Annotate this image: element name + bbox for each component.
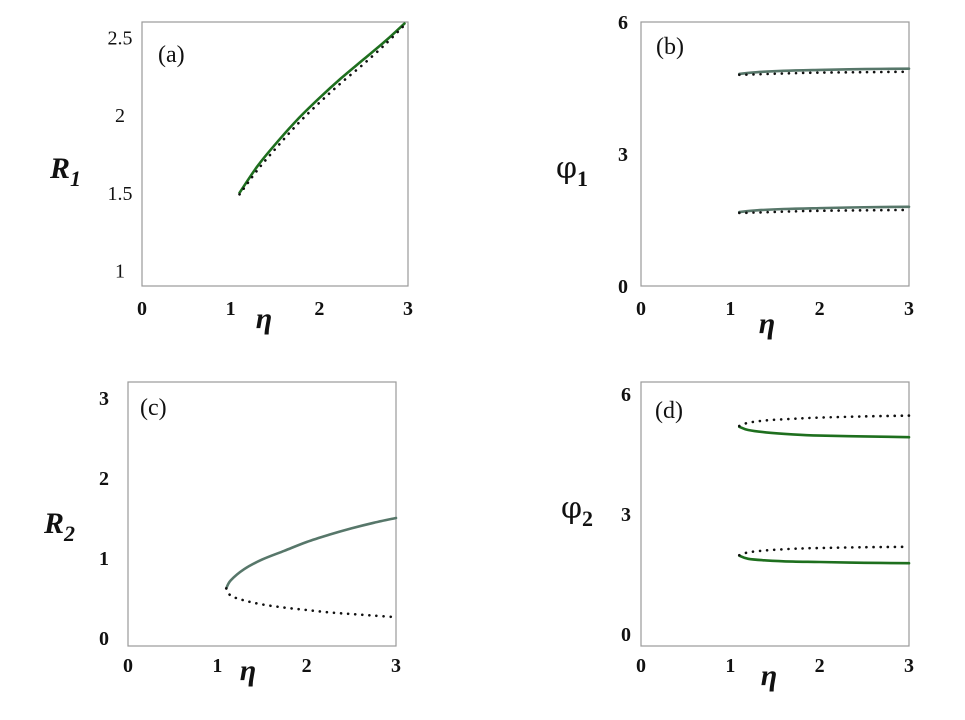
x-tick-label: 0 (137, 298, 147, 320)
x-tick-label: 0 (123, 655, 133, 677)
x-tick-label: 2 (302, 655, 312, 677)
y-tick-label: 1 (115, 260, 125, 282)
y-tick-label: 0 (618, 276, 628, 298)
panel-a: 0 1 2 311.522.5(a)ηR1 (49, 21, 413, 335)
x-tick-label: 2 (815, 655, 825, 677)
x-tick-label: 3 (391, 655, 401, 677)
y-tick-label: 3 (621, 504, 631, 526)
y-tick-label: 3 (99, 388, 109, 410)
y-axis-label: φ2 (561, 491, 593, 531)
y-tick-label: 1 (99, 548, 109, 570)
unstable-branch-line-3 (737, 545, 911, 557)
plot-frame (141, 21, 409, 287)
stable-branch-line-0 (737, 67, 911, 76)
stable-branch-line-0 (224, 516, 398, 590)
stable-branch-line-0 (737, 425, 911, 439)
stable-branch-line-2 (737, 205, 911, 214)
x-tick-label: 3 (403, 298, 413, 320)
x-tick-label: 0 (636, 655, 646, 677)
x-axis-label: η (240, 654, 256, 687)
x-tick-label: 3 (904, 298, 914, 320)
y-axis-label: R2 (43, 507, 75, 546)
y-axis-label: R1 (49, 152, 81, 191)
x-tick-label: 1 (226, 298, 236, 320)
x-axis-label: η (256, 302, 272, 335)
y-tick-label: 6 (621, 384, 631, 406)
x-tick-label: 2 (815, 298, 825, 320)
plot-frame (127, 381, 397, 647)
x-tick-label: 1 (212, 655, 222, 677)
panel-c: 0 1 2 3 0 1 2 3 (c) η R2 (43, 381, 401, 687)
x-tick-label: 1 (725, 655, 735, 677)
y-tick-label: 0 (99, 628, 109, 650)
panel-label: (b) (656, 34, 684, 60)
plot-frame (640, 21, 910, 287)
unstable-branch-line-1 (737, 414, 911, 428)
x-axis-label: η (759, 307, 775, 340)
y-axis-label: φ1 (556, 151, 588, 191)
y-tick-label: 0 (621, 624, 631, 646)
y-tick-label: 2.5 (108, 28, 133, 50)
unstable-branch-line-1 (224, 587, 398, 619)
plot-frame (640, 381, 910, 647)
panel-b: 0 1 2 3 0 3 6 (b) η φ1 (556, 12, 914, 340)
y-tick-label: 1.5 (108, 183, 133, 205)
y-tick-label: 2 (99, 468, 109, 490)
unstable-branch-line-1 (238, 23, 406, 196)
stable-branch-line-0 (238, 22, 406, 195)
panel-label: (d) (655, 398, 683, 424)
y-tick-label: 2 (115, 105, 125, 127)
stable-branch-line-2 (737, 554, 911, 565)
panel-label: (a) (158, 42, 185, 68)
x-tick-label: 0 (636, 298, 646, 320)
panel-label: (c) (140, 395, 167, 421)
x-tick-label: 3 (904, 655, 914, 677)
y-tick-label: 6 (618, 12, 628, 34)
x-tick-label: 1 (725, 298, 735, 320)
x-tick-label: 2 (314, 298, 324, 320)
panel-d: 0 1 2 3 0 3 6 (d) η φ2 (561, 381, 914, 692)
y-tick-label: 3 (618, 144, 628, 166)
x-axis-label: η (761, 659, 777, 692)
